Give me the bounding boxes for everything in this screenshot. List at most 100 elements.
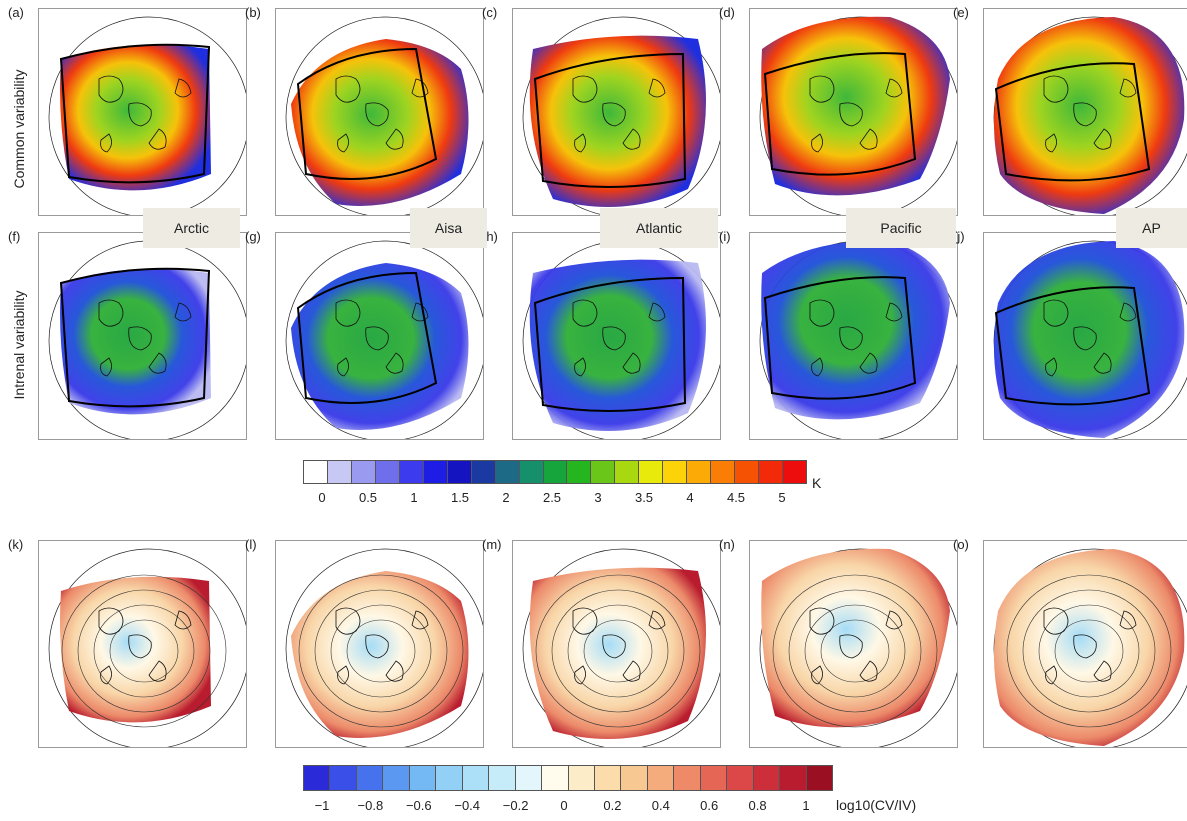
- map-panel: [749, 540, 958, 748]
- map-panel: [512, 540, 721, 748]
- region-box: [994, 286, 1151, 406]
- colorbar-swatch: [591, 461, 616, 483]
- map-panel: [983, 232, 1187, 440]
- coastline: [128, 634, 152, 659]
- colorbar-temperature-unit: K: [812, 475, 822, 491]
- map-graphic: [993, 16, 1187, 215]
- coastline: [128, 102, 152, 127]
- globe-outline: [285, 240, 483, 439]
- region-tag-pacific: Pacific: [846, 208, 956, 248]
- coastline: [572, 299, 598, 327]
- colorbar-swatch: [489, 766, 516, 790]
- colorbar-swatch: [639, 461, 664, 483]
- contour-line: [1006, 574, 1172, 728]
- colorbar-swatch: [471, 461, 496, 483]
- coastline: [1043, 75, 1069, 103]
- colorbar-tick-label: 0.2: [603, 798, 622, 813]
- map-panel: [275, 540, 484, 748]
- coastline: [148, 128, 167, 150]
- panel-label: (a): [8, 5, 24, 20]
- coastline: [174, 610, 192, 630]
- globe-outline: [48, 16, 246, 215]
- contour-line: [330, 604, 432, 698]
- contour-line: [804, 604, 906, 698]
- colorbar-swatch: [594, 766, 622, 790]
- data-field: [529, 567, 706, 739]
- colorbar-swatch: [674, 766, 701, 790]
- region-box: [59, 267, 211, 408]
- map-panel: [512, 8, 721, 216]
- coastline: [574, 357, 586, 377]
- colorbar-tick-label: −0.8: [357, 798, 384, 813]
- region-box: [533, 276, 687, 412]
- colorbar-swatch: [351, 461, 376, 483]
- data-field: [529, 35, 706, 208]
- region-box: [296, 271, 438, 404]
- colorbar-temperature: [303, 460, 807, 484]
- colorbar-log-ratio: [303, 765, 833, 791]
- map-graphic: [522, 240, 720, 439]
- contour-line: [1022, 589, 1156, 713]
- map-graphic: [285, 548, 483, 747]
- map-graphic: [285, 240, 483, 439]
- coastline: [885, 302, 903, 322]
- coastline: [574, 665, 586, 685]
- map-graphic: [759, 240, 957, 439]
- colorbar-swatch: [327, 461, 352, 483]
- map-panel: [275, 232, 484, 440]
- colorbar-tick-label: 2: [502, 490, 510, 505]
- coastline: [859, 128, 878, 150]
- coastline: [174, 302, 192, 322]
- map-graphic: [522, 548, 720, 747]
- colorbar-swatch: [447, 461, 472, 483]
- contour-line: [314, 589, 448, 713]
- coastline: [385, 128, 404, 150]
- data-field: [761, 548, 950, 728]
- map-panel: [983, 540, 1187, 748]
- coastline: [885, 78, 903, 98]
- region-tag-arctic: Arctic: [143, 208, 240, 248]
- region-box: [59, 43, 211, 184]
- map-panel: [38, 232, 247, 440]
- map-graphic: [993, 548, 1187, 747]
- region-box: [763, 276, 917, 400]
- coastline: [148, 352, 167, 374]
- coastline: [1093, 128, 1112, 150]
- globe-outline: [285, 548, 483, 747]
- colorbar-swatch: [383, 766, 410, 790]
- panel-label: (o): [953, 537, 969, 552]
- colorbar-tick-label: 1: [410, 490, 418, 505]
- map-panel: [38, 8, 247, 216]
- row-label-common: Common variability: [11, 69, 27, 189]
- colorbar-swatch: [621, 766, 648, 790]
- coastline: [811, 665, 823, 685]
- coastline: [365, 326, 389, 351]
- coastline: [885, 610, 903, 630]
- panel-label: (j): [953, 229, 965, 244]
- globe-outline: [285, 16, 483, 215]
- coastline: [602, 634, 626, 659]
- coastline: [1045, 133, 1057, 153]
- panel-label: (c): [482, 5, 498, 20]
- colorbar-swatch: [735, 461, 760, 483]
- contour-line: [77, 589, 211, 713]
- colorbar-tick-label: 4: [686, 490, 694, 505]
- colorbar-tick-label: 1.5: [450, 490, 470, 505]
- map-graphic: [48, 240, 246, 439]
- colorbar-tick-label: 0: [318, 490, 326, 505]
- coastline: [365, 102, 389, 127]
- coastline: [811, 357, 823, 377]
- globe-outline: [759, 16, 957, 215]
- coastline: [622, 660, 641, 682]
- colorbar-swatch: [356, 766, 384, 790]
- map-graphic: [48, 548, 246, 747]
- colorbar-swatch: [780, 766, 807, 790]
- coastline: [337, 133, 349, 153]
- coastline: [1073, 102, 1097, 127]
- map-graphic: [48, 16, 246, 215]
- map-panel: [38, 540, 247, 748]
- colorbar-swatch: [783, 461, 807, 483]
- coastline: [98, 299, 124, 327]
- colorbar-tick-label: −0.4: [454, 798, 481, 813]
- colorbar-swatch: [759, 461, 784, 483]
